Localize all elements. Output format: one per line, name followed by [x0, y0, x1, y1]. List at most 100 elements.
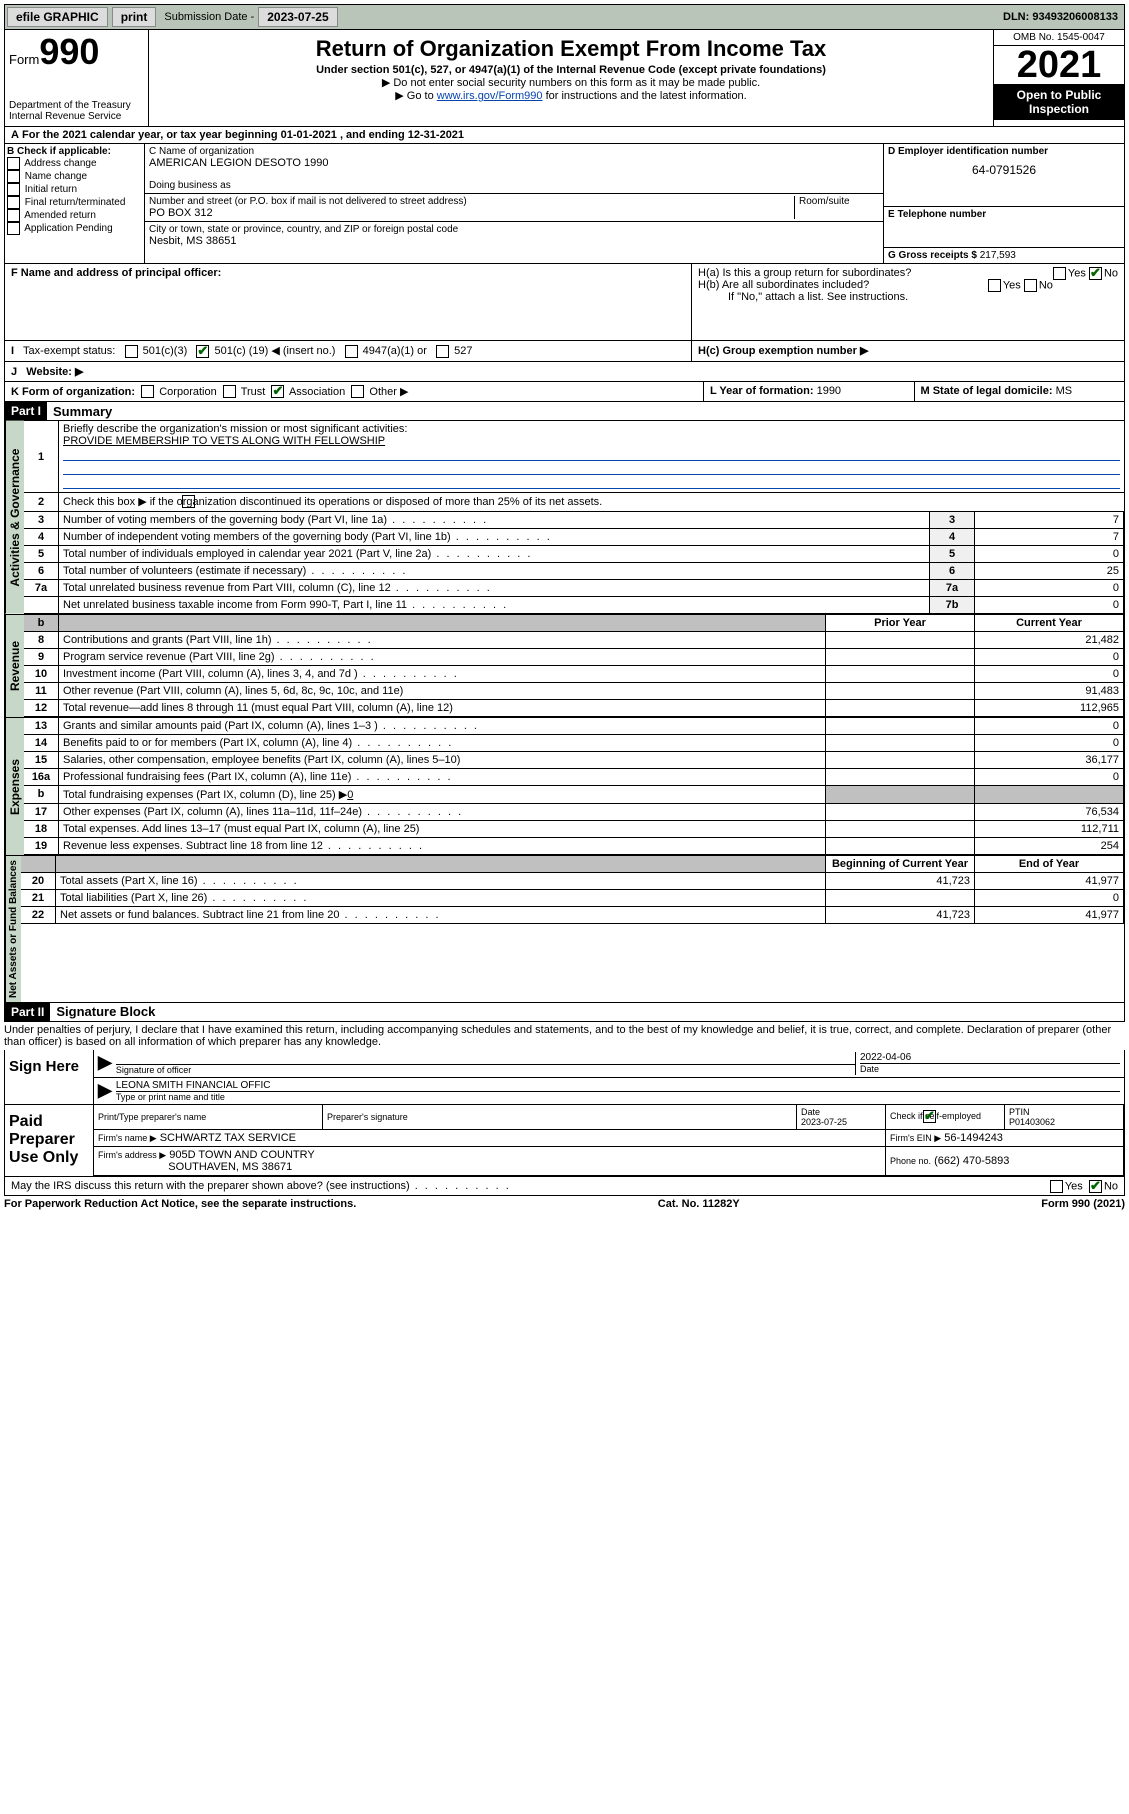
box-k-label: K Form of organization: [11, 386, 135, 398]
prep-date: 2023-07-25 [801, 1117, 847, 1127]
v9: 0 [975, 648, 1124, 665]
form-subtitle: Under section 501(c), 527, or 4947(a)(1)… [153, 64, 989, 76]
501c3-checkbox[interactable] [125, 345, 138, 358]
ptin: P01403062 [1009, 1117, 1055, 1127]
ein-value: 64-0791526 [888, 163, 1120, 177]
form-title: Return of Organization Exempt From Incom… [153, 36, 989, 62]
submission-label: Submission Date - [164, 11, 254, 23]
hb-no-checkbox[interactable] [1024, 279, 1037, 292]
ha-yes-checkbox[interactable] [1053, 267, 1066, 280]
corp-checkbox[interactable] [141, 385, 154, 398]
v14: 0 [975, 734, 1124, 751]
firm-addr2: SOUTHAVEN, MS 38671 [168, 1161, 292, 1173]
initial-return-checkbox[interactable] [7, 183, 20, 196]
v19: 254 [975, 837, 1124, 854]
pra-notice: For Paperwork Reduction Act Notice, see … [4, 1198, 356, 1210]
self-employed-checkbox[interactable] [923, 1110, 936, 1123]
revenue-vert-label: Revenue [5, 615, 24, 717]
arrow-icon: ▶ [98, 1080, 112, 1102]
v4: 7 [975, 528, 1124, 545]
expenses-vert-label: Expenses [5, 718, 24, 855]
prior-year-header: Prior Year [826, 615, 975, 632]
j-row: J Website: ▶ [4, 362, 1125, 382]
box-g-label: G Gross receipts $ [888, 250, 977, 261]
street-label: Number and street (or P.O. box if mail i… [149, 196, 790, 207]
hb-row: H(b) Are all subordinates included? Yes … [698, 279, 1118, 291]
dept-label: Department of the Treasury [9, 100, 144, 111]
box-f-label: F Name and address of principal officer: [11, 267, 221, 279]
irs-label: Internal Revenue Service [9, 111, 144, 122]
firm-name: SCHWARTZ TAX SERVICE [160, 1132, 296, 1144]
firm-addr1: 905D TOWN AND COUNTRY [169, 1149, 314, 1161]
hc-label: H(c) Group exemption number ▶ [698, 345, 868, 357]
print-button[interactable]: print [112, 7, 157, 27]
discontinued-checkbox[interactable] [182, 495, 195, 508]
revenue-section: Revenue bPrior YearCurrent Year 8Contrib… [4, 615, 1125, 718]
assoc-checkbox[interactable] [271, 385, 284, 398]
e22: 41,977 [975, 906, 1124, 923]
box-l-label: L Year of formation: [710, 385, 814, 397]
e20: 41,977 [975, 872, 1124, 889]
trust-checkbox[interactable] [223, 385, 236, 398]
end-year-header: End of Year [975, 856, 1124, 873]
mission: PROVIDE MEMBERSHIP TO VETS ALONG WITH FE… [63, 435, 385, 447]
v8: 21,482 [975, 631, 1124, 648]
irs-link[interactable]: www.irs.gov/Form990 [437, 90, 543, 102]
v10: 0 [975, 665, 1124, 682]
v7b: 0 [975, 596, 1124, 613]
sig-officer-label: Signature of officer [116, 1064, 855, 1075]
discuss-yes-checkbox[interactable] [1050, 1180, 1063, 1193]
v18: 112,711 [975, 820, 1124, 837]
amended-checkbox[interactable] [7, 209, 20, 222]
city-label: City or town, state or province, country… [149, 224, 879, 235]
v16a: 0 [975, 768, 1124, 785]
sign-here-label: Sign Here [5, 1050, 94, 1104]
box-b: B Check if applicable: Address change Na… [5, 144, 145, 263]
prep-sig-label: Preparer's signature [323, 1105, 797, 1130]
street-value: PO BOX 312 [149, 207, 790, 219]
e21: 0 [975, 889, 1124, 906]
instruction-2: ▶ Go to www.irs.gov/Form990 for instruct… [153, 89, 989, 102]
v12: 112,965 [975, 699, 1124, 716]
tax-year: 2021 [994, 46, 1124, 84]
q1: Briefly describe the organization's miss… [63, 423, 407, 435]
line-a: A For the 2021 calendar year, or tax yea… [4, 127, 1125, 144]
paid-preparer-label: Paid Preparer Use Only [5, 1105, 94, 1176]
net-vert-label: Net Assets or Fund Balances [5, 856, 21, 1002]
501c-checkbox[interactable] [196, 345, 209, 358]
discuss-no-checkbox[interactable] [1089, 1180, 1102, 1193]
org-name: AMERICAN LEGION DESOTO 1990 [149, 157, 879, 169]
4947-checkbox[interactable] [345, 345, 358, 358]
b20: 41,723 [826, 872, 975, 889]
activities-vert-label: Activities & Governance [5, 421, 24, 614]
ha-row: H(a) Is this a group return for subordin… [698, 267, 1118, 279]
top-bar: efile GRAPHIC print Submission Date - 20… [4, 4, 1125, 30]
sig-date: 2022-04-06 [860, 1052, 1120, 1063]
part1-header: Part I Summary [4, 402, 1125, 421]
hb-yes-checkbox[interactable] [988, 279, 1001, 292]
v3: 7 [975, 511, 1124, 528]
b22: 41,723 [826, 906, 975, 923]
form-number: 990 [39, 31, 99, 72]
final-return-checkbox[interactable] [7, 196, 20, 209]
name-change-checkbox[interactable] [7, 170, 20, 183]
app-pending-checkbox[interactable] [7, 222, 20, 235]
527-checkbox[interactable] [436, 345, 449, 358]
sign-here-block: Sign Here ▶ Signature of officer 2022-04… [4, 1050, 1125, 1105]
domicile: MS [1056, 385, 1073, 397]
officer-name: LEONA SMITH FINANCIAL OFFIC [116, 1080, 1120, 1091]
ha-no-checkbox[interactable] [1089, 267, 1102, 280]
instruction-1: ▶ Do not enter social security numbers o… [153, 76, 989, 89]
name-label: Type or print name and title [116, 1091, 1120, 1102]
i-row: I Tax-exempt status: 501(c)(3) 501(c) (1… [4, 341, 1125, 362]
arrow-icon: ▶ [98, 1052, 112, 1075]
other-checkbox[interactable] [351, 385, 364, 398]
v5: 0 [975, 545, 1124, 562]
klm-row: K Form of organization: Corporation Trus… [4, 382, 1125, 403]
addr-change-checkbox[interactable] [7, 157, 20, 170]
city-value: Nesbit, MS 38651 [149, 235, 879, 247]
paid-preparer-block: Paid Preparer Use Only Print/Type prepar… [4, 1105, 1125, 1177]
v15: 36,177 [975, 751, 1124, 768]
expenses-section: Expenses 13Grants and similar amounts pa… [4, 718, 1125, 856]
v7a: 0 [975, 579, 1124, 596]
